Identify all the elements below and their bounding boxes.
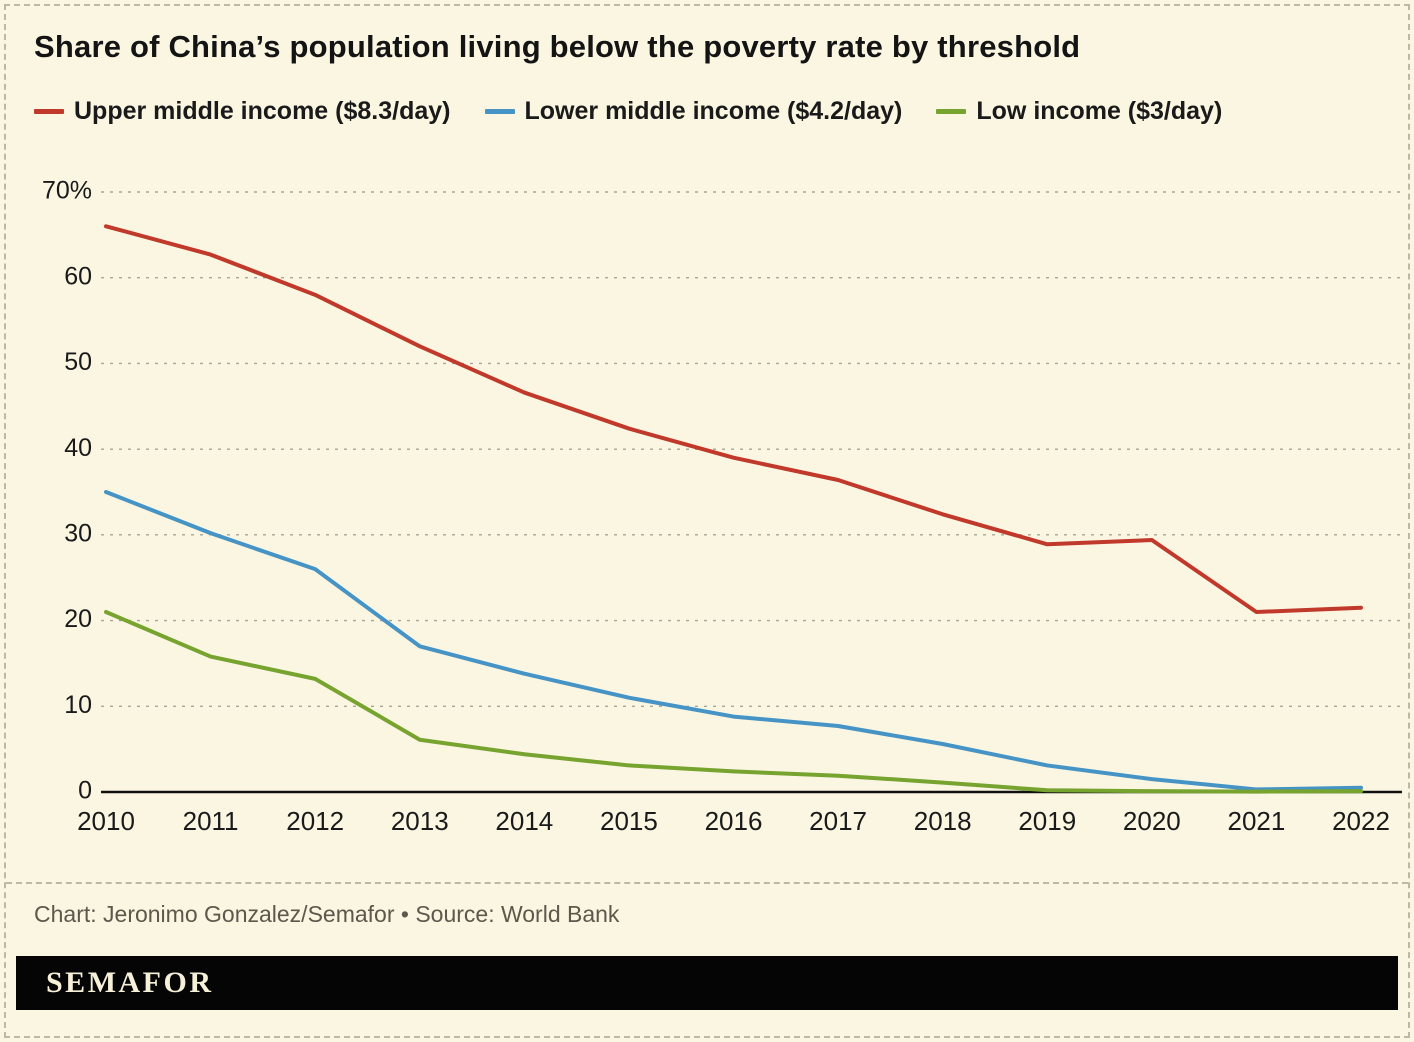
x-tick-label: 2014 bbox=[495, 806, 553, 836]
x-tick-label: 2012 bbox=[286, 806, 344, 836]
chart-card: Share of China’s population living below… bbox=[4, 4, 1410, 1038]
x-tick-label: 2013 bbox=[391, 806, 449, 836]
chart-svg: 0 10 20 30 40 50 60 70% 2010 2011 2012 2013 2014 2015… bbox=[42, 177, 1402, 836]
legend-swatch bbox=[484, 108, 515, 114]
legend-swatch bbox=[34, 108, 64, 114]
series-line bbox=[104, 224, 1363, 614]
y-tick-label: 0 bbox=[78, 777, 92, 805]
y-tick-label: 10 bbox=[64, 691, 92, 719]
y-tick-label: 70% bbox=[42, 177, 92, 205]
x-tick-label: 2020 bbox=[1123, 806, 1181, 836]
header: Share of China’s population living below… bbox=[6, 6, 1408, 66]
y-tick-label: 40 bbox=[64, 434, 92, 462]
x-tick-label: 2011 bbox=[183, 806, 239, 836]
semafor-logo: SEMAFOR bbox=[46, 966, 214, 999]
y-tick-label: 30 bbox=[64, 519, 92, 547]
x-tick-label: 2022 bbox=[1332, 806, 1390, 836]
legend-label: Low income ($3/day) bbox=[976, 96, 1223, 125]
legend-item: Low income ($3/day) bbox=[936, 97, 1222, 126]
legend-label: Lower middle income ($4.2/day) bbox=[524, 96, 903, 125]
x-tick-label: 2018 bbox=[914, 806, 972, 836]
legend-swatch bbox=[936, 108, 967, 114]
chart-title: Share of China’s population living below… bbox=[34, 29, 1081, 64]
y-tick-label: 20 bbox=[64, 605, 92, 633]
x-tick-label: 2010 bbox=[77, 806, 135, 836]
credit-line: Chart: Jeronimo Gonzalez/Semafor • Sourc… bbox=[6, 882, 1408, 942]
x-tick-label: 2021 bbox=[1227, 806, 1285, 836]
brand-bar: SEMAFOR bbox=[16, 956, 1398, 1010]
x-tick-label: 2015 bbox=[600, 806, 658, 836]
series-line bbox=[104, 490, 1363, 792]
y-tick-label: 50 bbox=[64, 348, 92, 376]
legend-item: Upper middle income ($8.3/day) bbox=[34, 97, 451, 126]
x-tick-label: 2016 bbox=[705, 806, 763, 836]
line-chart: 0 10 20 30 40 50 60 70% 2010 2011 2012 2013 2014 2015… bbox=[6, 132, 1408, 882]
legend-item: Lower middle income ($4.2/day) bbox=[484, 96, 903, 126]
legend: Upper middle income ($8.3/day) Lower midd… bbox=[6, 66, 1408, 132]
series-line bbox=[104, 610, 1363, 794]
y-tick-label: 60 bbox=[64, 262, 92, 290]
legend-label: Upper middle income ($8.3/day) bbox=[74, 96, 451, 125]
x-tick-label: 2017 bbox=[809, 806, 867, 836]
x-tick-label: 2019 bbox=[1018, 806, 1076, 836]
